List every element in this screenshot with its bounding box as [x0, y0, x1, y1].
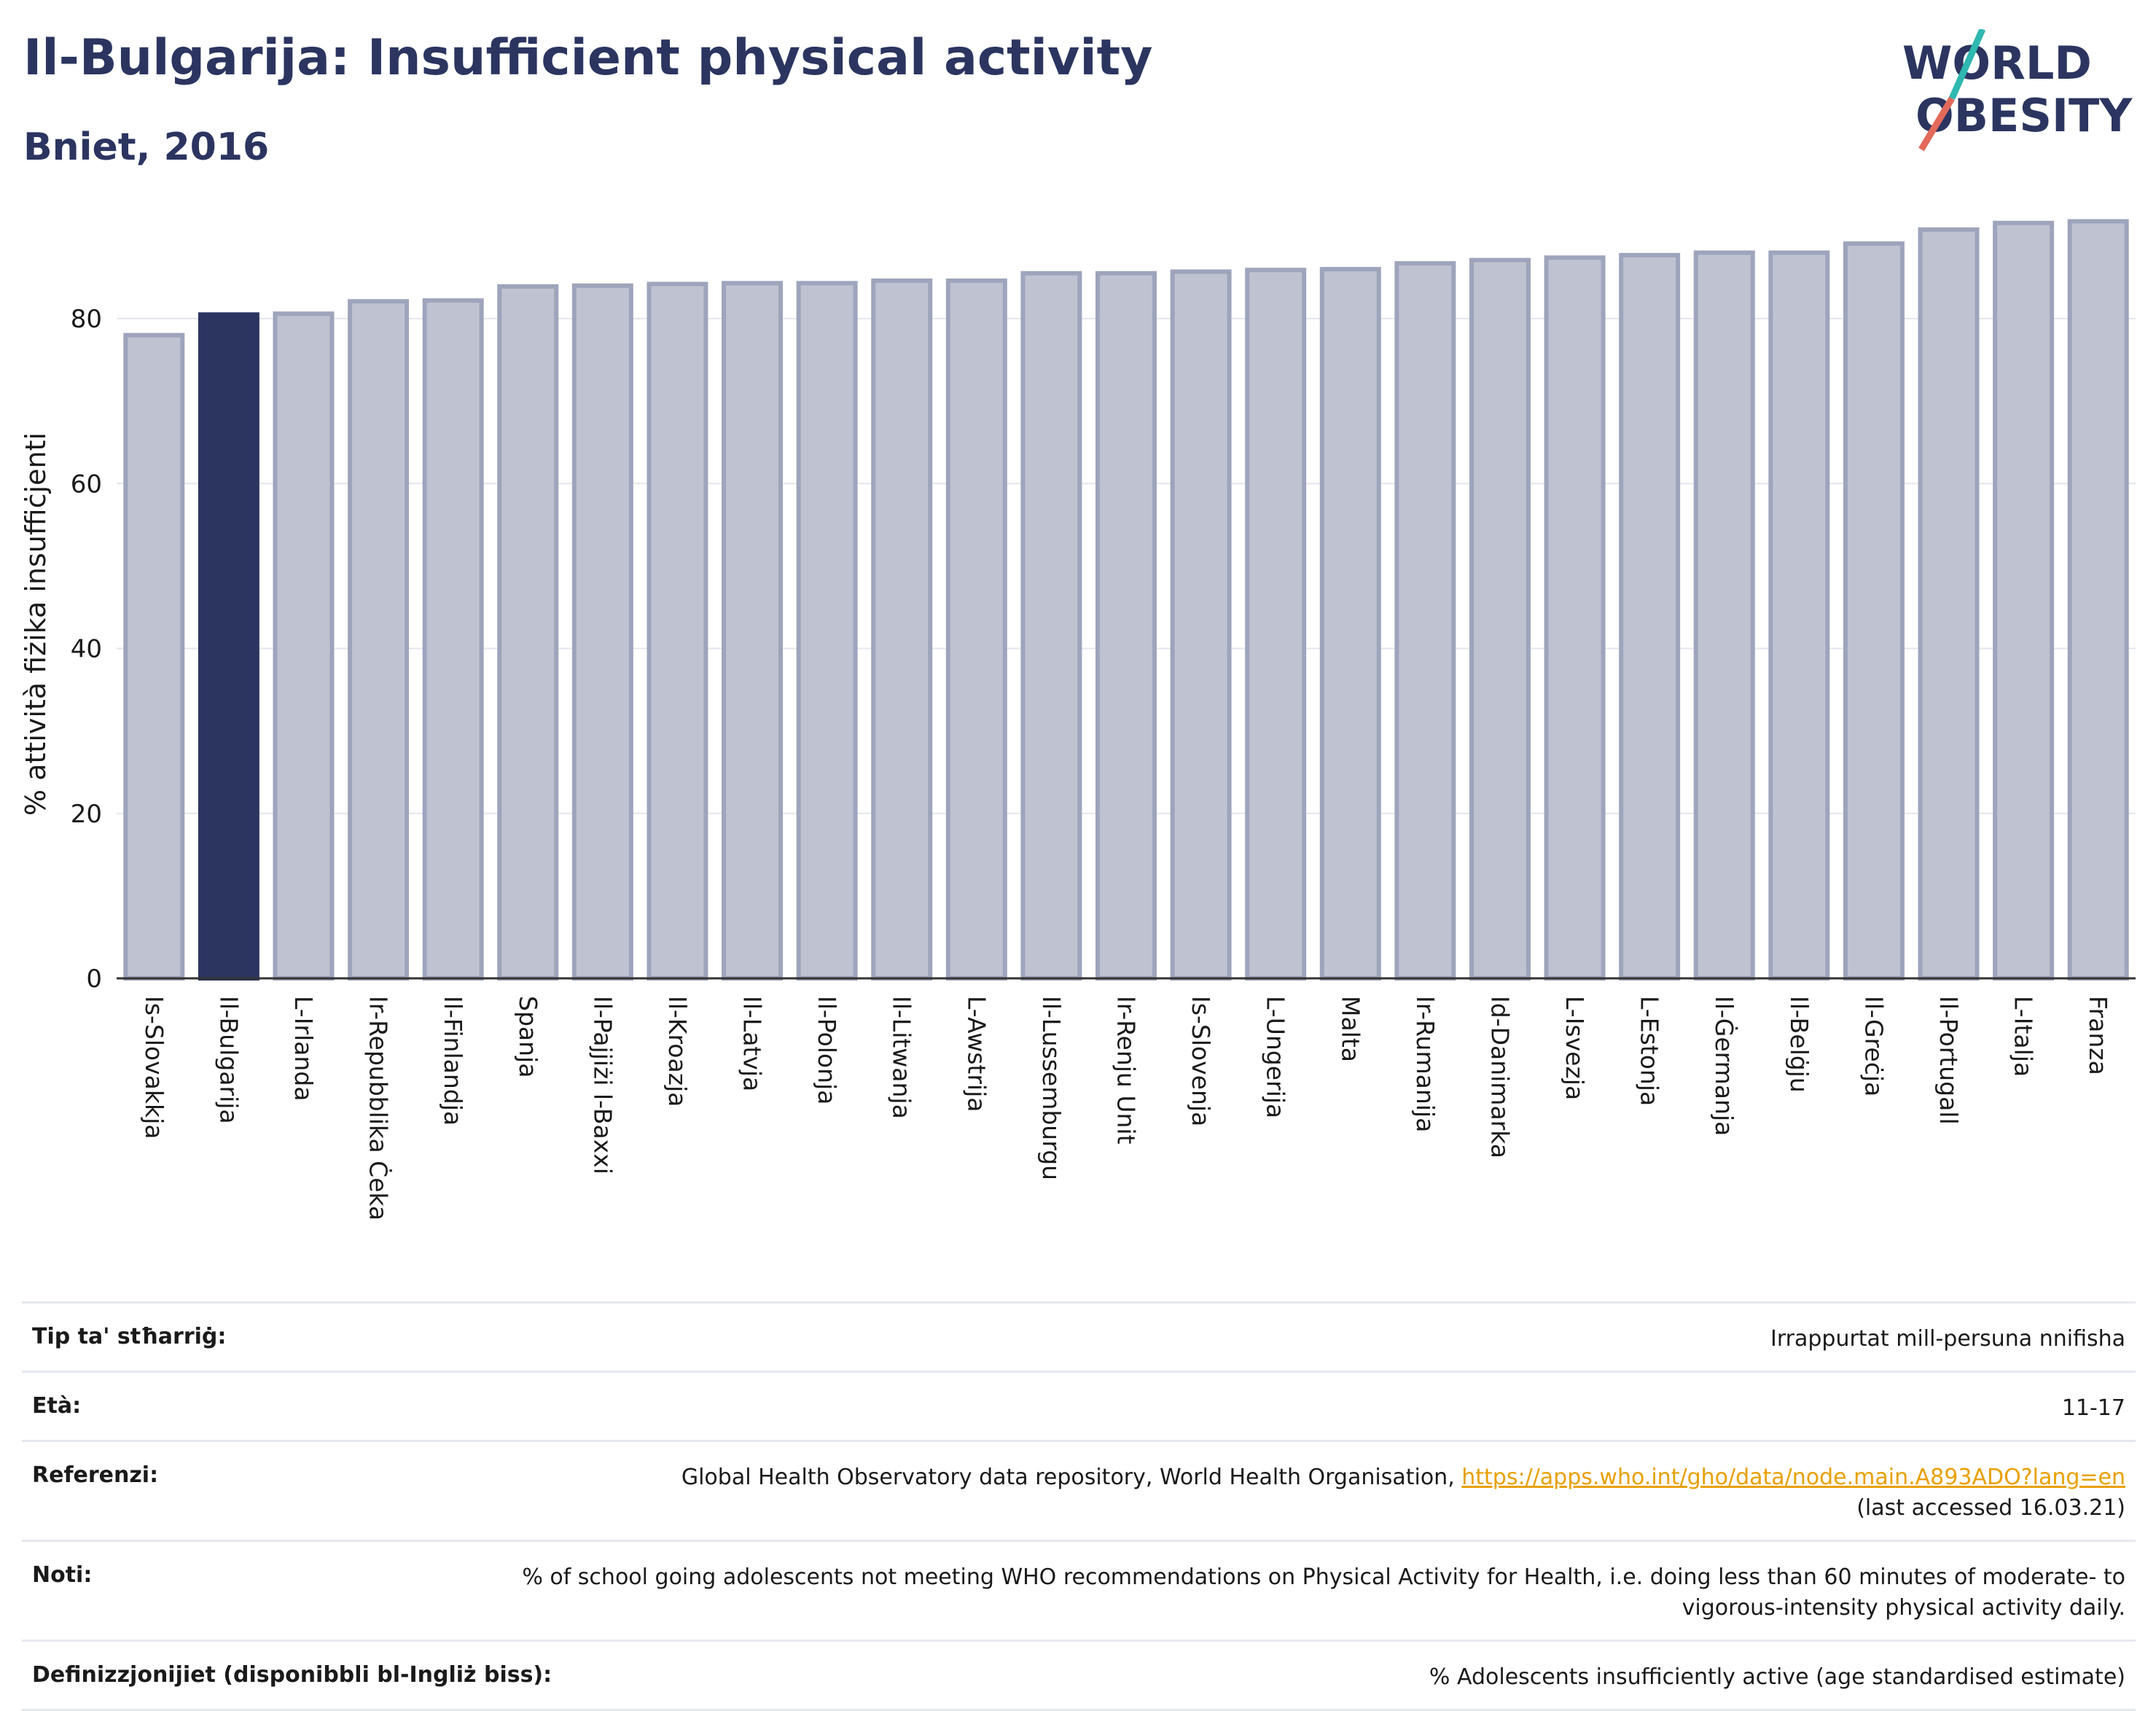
- info-value: Global Health Observatory data repositor…: [681, 1462, 2125, 1524]
- info-value: 11-17: [2061, 1395, 2125, 1421]
- x-tick-label: Il-Lussemburgu: [1037, 996, 1066, 1180]
- bar: [422, 298, 484, 981]
- bar: [123, 332, 185, 981]
- info-label: Età:: [32, 1393, 82, 1419]
- x-tick-label: Il-Finlandja: [439, 996, 467, 1126]
- info-row-age: Età: 11-17: [22, 1371, 2136, 1440]
- reference-text: Global Health Observatory data repositor…: [681, 1465, 1462, 1490]
- bar: [945, 278, 1007, 981]
- bar: [722, 281, 784, 981]
- x-tick-label: L-Awstrija: [962, 996, 991, 1112]
- world-obesity-logo: WORLD OBESITY: [1902, 29, 2133, 152]
- x-tick-label: Il-Latvja: [738, 996, 767, 1091]
- x-tick-label: L-Irlanda: [289, 996, 318, 1102]
- bar: [871, 278, 933, 981]
- y-tick-label: 40: [71, 635, 102, 664]
- bar: [1993, 220, 2055, 981]
- bar: [1170, 269, 1232, 981]
- bar: [647, 281, 708, 981]
- y-tick-label: 20: [71, 800, 102, 829]
- y-tick-label: 80: [71, 305, 102, 334]
- x-tick-label: Il-Polonja: [813, 996, 841, 1104]
- bar: [1544, 255, 1606, 981]
- info-value: Irrappurtat mill-persuna nnifisha: [1770, 1326, 2125, 1352]
- bar: [198, 312, 259, 981]
- x-tick-label: Is-Slovenja: [1187, 996, 1215, 1126]
- bar: [1020, 270, 1082, 981]
- info-row-survey-type: Tip ta' stħarriġ: Irrappurtat mill-persu…: [22, 1301, 2136, 1371]
- bar: [497, 284, 559, 981]
- x-tick-label: L-Isvezja: [1561, 996, 1589, 1100]
- x-tick-label: Il-Litwanja: [888, 996, 916, 1119]
- bar: [1843, 241, 1905, 981]
- info-label: Definizzjonijiet (disponibbli bl-Ingliż …: [32, 1662, 552, 1688]
- x-tick-label: Il-Pajjiżi l-Baxxi: [588, 996, 617, 1174]
- x-tick-label: Il-Belġju: [1785, 996, 1813, 1093]
- y-axis-label: % attività fiżika insuffiċjenti: [20, 432, 52, 816]
- bar: [1918, 227, 1980, 981]
- info-row-definitions: Definizzjonijiet (disponibbli bl-Ingliż …: [22, 1640, 2136, 1711]
- y-axis-ticks: 0 20 40 60 80: [71, 305, 102, 994]
- x-tick-label: Il-Portugall: [1934, 996, 1963, 1125]
- x-tick-label: Franza: [2084, 996, 2112, 1075]
- info-label: Noti:: [32, 1562, 93, 1588]
- bar: [1245, 268, 1307, 981]
- logo-slash-teal: [1948, 29, 1986, 100]
- x-tick-label: Ir-Repubblika Ċeka: [364, 996, 394, 1220]
- x-tick-label: Il-Bulgarija: [214, 996, 243, 1124]
- bar: [1768, 250, 1830, 981]
- bar: [2067, 219, 2129, 981]
- bar: [1619, 252, 1681, 981]
- bar: [1469, 257, 1531, 981]
- info-label: Referenzi:: [32, 1462, 159, 1488]
- x-tick-label: Il-Ġermanja: [1710, 996, 1739, 1136]
- info-table: Tip ta' stħarriġ: Irrappurtat mill-persu…: [22, 1301, 2136, 1711]
- reference-link[interactable]: https://apps.who.int/gho/data/node.main.…: [1461, 1465, 2125, 1490]
- y-tick-label: 0: [86, 964, 102, 994]
- bar: [273, 311, 335, 981]
- x-axis-labels: Is-Slovakkja Il-Bulgarija L-Irlanda Ir-Repu…: [140, 996, 2112, 1220]
- x-tick-label: Ir-Renju Unit: [1112, 996, 1141, 1145]
- info-row-references: Referenzi: Global Health Observatory dat…: [22, 1440, 2136, 1540]
- logo-slash-red: [1918, 96, 1955, 152]
- info-row-notes: Noti: % of school going adolescents not …: [22, 1540, 2136, 1640]
- bars: [123, 219, 2129, 981]
- info-label: Tip ta' stħarriġ:: [32, 1324, 227, 1349]
- page-title: Il-Bulgarija: Insufficient physical acti…: [23, 29, 1153, 87]
- x-tick-label: L-Ungerija: [1262, 996, 1290, 1118]
- bar: [796, 281, 858, 981]
- x-tick-label: Id-Danimarka: [1485, 996, 1514, 1158]
- x-tick-label: Malta: [1336, 996, 1364, 1062]
- x-tick-label: Il-Kroazja: [663, 996, 692, 1107]
- bar: [348, 299, 410, 981]
- x-tick-label: L-Italja: [2009, 996, 2038, 1077]
- reference-accessed: (last accessed 16.03.21): [1856, 1495, 2125, 1521]
- y-tick-label: 60: [71, 469, 102, 499]
- info-value: % Adolescents insufficiently active (age…: [1429, 1664, 2125, 1690]
- x-tick-label: Ir-Rumanija: [1411, 996, 1440, 1132]
- bar: [1394, 261, 1456, 981]
- bar: [1095, 270, 1157, 981]
- x-tick-label: L-Estonja: [1636, 996, 1664, 1106]
- x-tick-label: Is-Slovakkja: [140, 996, 168, 1139]
- bar: [571, 283, 633, 981]
- page-subtitle: Bniet, 2016: [23, 125, 270, 169]
- bar: [1319, 267, 1381, 981]
- bar-chart: 0 20 40 60 80 Is-Slovakkja Il-Bulgarija L-Irla…: [20, 219, 2136, 1220]
- info-value: % of school going adolescents not meetin…: [522, 1564, 2125, 1621]
- logo-text-world: WORLD: [1902, 36, 2092, 90]
- bar: [1693, 250, 1755, 981]
- x-tick-label: Il-Greċja: [1859, 996, 1888, 1096]
- x-tick-label: Spanja: [514, 996, 542, 1077]
